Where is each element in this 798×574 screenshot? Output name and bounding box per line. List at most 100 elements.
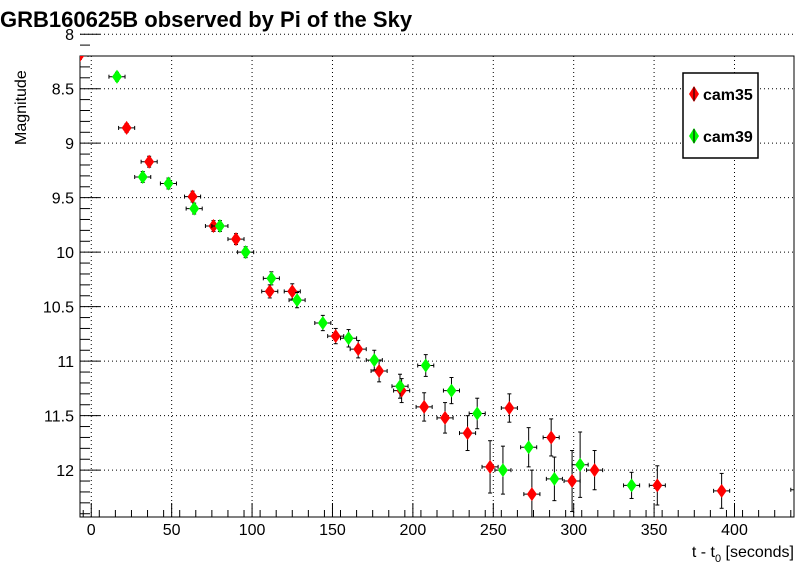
marker-cam35 [485,459,496,474]
y-tick-label: 11 [57,354,74,371]
x-tick-label: 350 [641,522,668,539]
marker-cam39 [446,383,457,398]
marker-cam35 [652,478,663,493]
data-point-cam35 [227,232,245,247]
x-tick-label: 200 [400,522,427,539]
marker-cam39 [266,271,277,286]
marker-cam39 [420,358,431,373]
data-point-cam35 [542,418,560,457]
tick-labels: 0 50 100 150 200 250 300 350 400 8 8.5 9 9.5 10 10.5 11… [43,27,748,539]
data-point-cam35 [523,469,541,517]
marker-cam39 [575,457,586,472]
data-point-cam35 [648,465,666,506]
data-point-cam39 [211,219,229,234]
legend-label-cam35: cam35 [703,87,753,104]
marker-cam35 [264,284,275,299]
marker-cam35 [353,342,364,357]
marker-cam39 [137,169,148,184]
marker-cam35 [80,56,85,62]
data-point-cam39 [185,201,203,216]
x-tick-label: 0 [87,522,96,539]
data-point-cam35 [118,120,136,135]
marker-cam35 [187,189,198,204]
x-axis-label: t - t0 [seconds] [692,544,794,565]
marker-cam39 [395,379,406,394]
data-point-cam39 [237,245,255,260]
marker-cam39 [292,293,303,308]
data-point-cam39 [288,291,306,309]
marker-cam35 [504,401,515,416]
legend-label-cam39: cam39 [703,129,753,146]
data-point-cam35 [349,339,367,359]
data-point-cam39 [442,377,461,405]
marker-cam35 [230,232,241,247]
marker-cam39 [549,471,560,486]
x-tick-label: 400 [721,522,748,539]
y-tick-label: 9 [65,136,74,153]
data-point-cam35 [563,450,581,513]
x-tick-label: 250 [480,522,507,539]
data-point-cam39 [520,427,538,468]
x-tick-label: 150 [319,522,346,539]
marker-cam35 [121,120,132,135]
data-point-cam35 [436,402,454,434]
data-point-cam39 [468,397,486,430]
data-point-cam39 [623,471,641,499]
marker-cam39 [317,316,328,331]
data-point-cam35 [370,359,388,383]
marker-cam35 [287,284,298,299]
data-point-cam39 [159,176,177,191]
data-point-cam35 [713,472,731,509]
marker-cam35 [546,430,557,445]
data-point-cam35 [80,56,89,62]
marker-cam35 [374,363,385,378]
data-point-cam39 [571,431,589,498]
marker-cam35 [462,426,473,441]
marker-cam39 [497,463,508,478]
x-tick-label: 300 [560,522,587,539]
marker-cam39 [523,440,534,455]
data-point-cam35 [459,415,477,452]
x-tick-label: 50 [163,522,181,539]
data-point-cam39 [314,314,332,332]
legend: cam35 cam39 [682,72,759,159]
data-point-cam39 [365,349,383,371]
y-tick-label: 10 [56,245,74,262]
data-point-cam35 [415,392,433,422]
marker-cam39 [214,219,225,234]
legend-box [682,72,759,159]
data-point-cam39 [134,169,152,184]
marker-cam39 [240,245,251,260]
marker-cam39 [626,478,637,493]
marker-cam35 [144,154,155,169]
data-point-cam39 [790,487,794,492]
data-point-cam39 [340,329,358,348]
y-tick-label: 8.5 [52,82,74,99]
data-points [80,56,794,517]
marker-cam35 [330,329,341,344]
marker-cam39 [111,69,122,84]
data-point-cam35 [327,327,345,345]
marker-cam39 [343,331,354,346]
data-point-cam35 [586,450,604,491]
marker-cam35 [567,474,578,489]
data-point-cam39 [417,354,435,377]
data-point-cam35 [481,440,499,494]
marker-cam39 [472,406,483,421]
marker-cam35 [716,483,727,498]
y-tick-label: 9.5 [52,191,74,208]
data-point-cam39 [545,456,563,502]
marker-cam39 [793,489,794,491]
data-point-cam39 [494,445,512,495]
x-tick-label: 100 [239,522,266,539]
y-tick-label: 11.5 [44,409,74,426]
marker-cam35 [589,463,600,478]
marker-cam35 [440,410,451,425]
data-point-cam39 [262,271,280,286]
data-point-cam35 [500,393,518,423]
data-point-cam39 [391,373,409,399]
y-axis-label: Magnitude [13,70,30,145]
marker-cam35 [419,399,430,414]
